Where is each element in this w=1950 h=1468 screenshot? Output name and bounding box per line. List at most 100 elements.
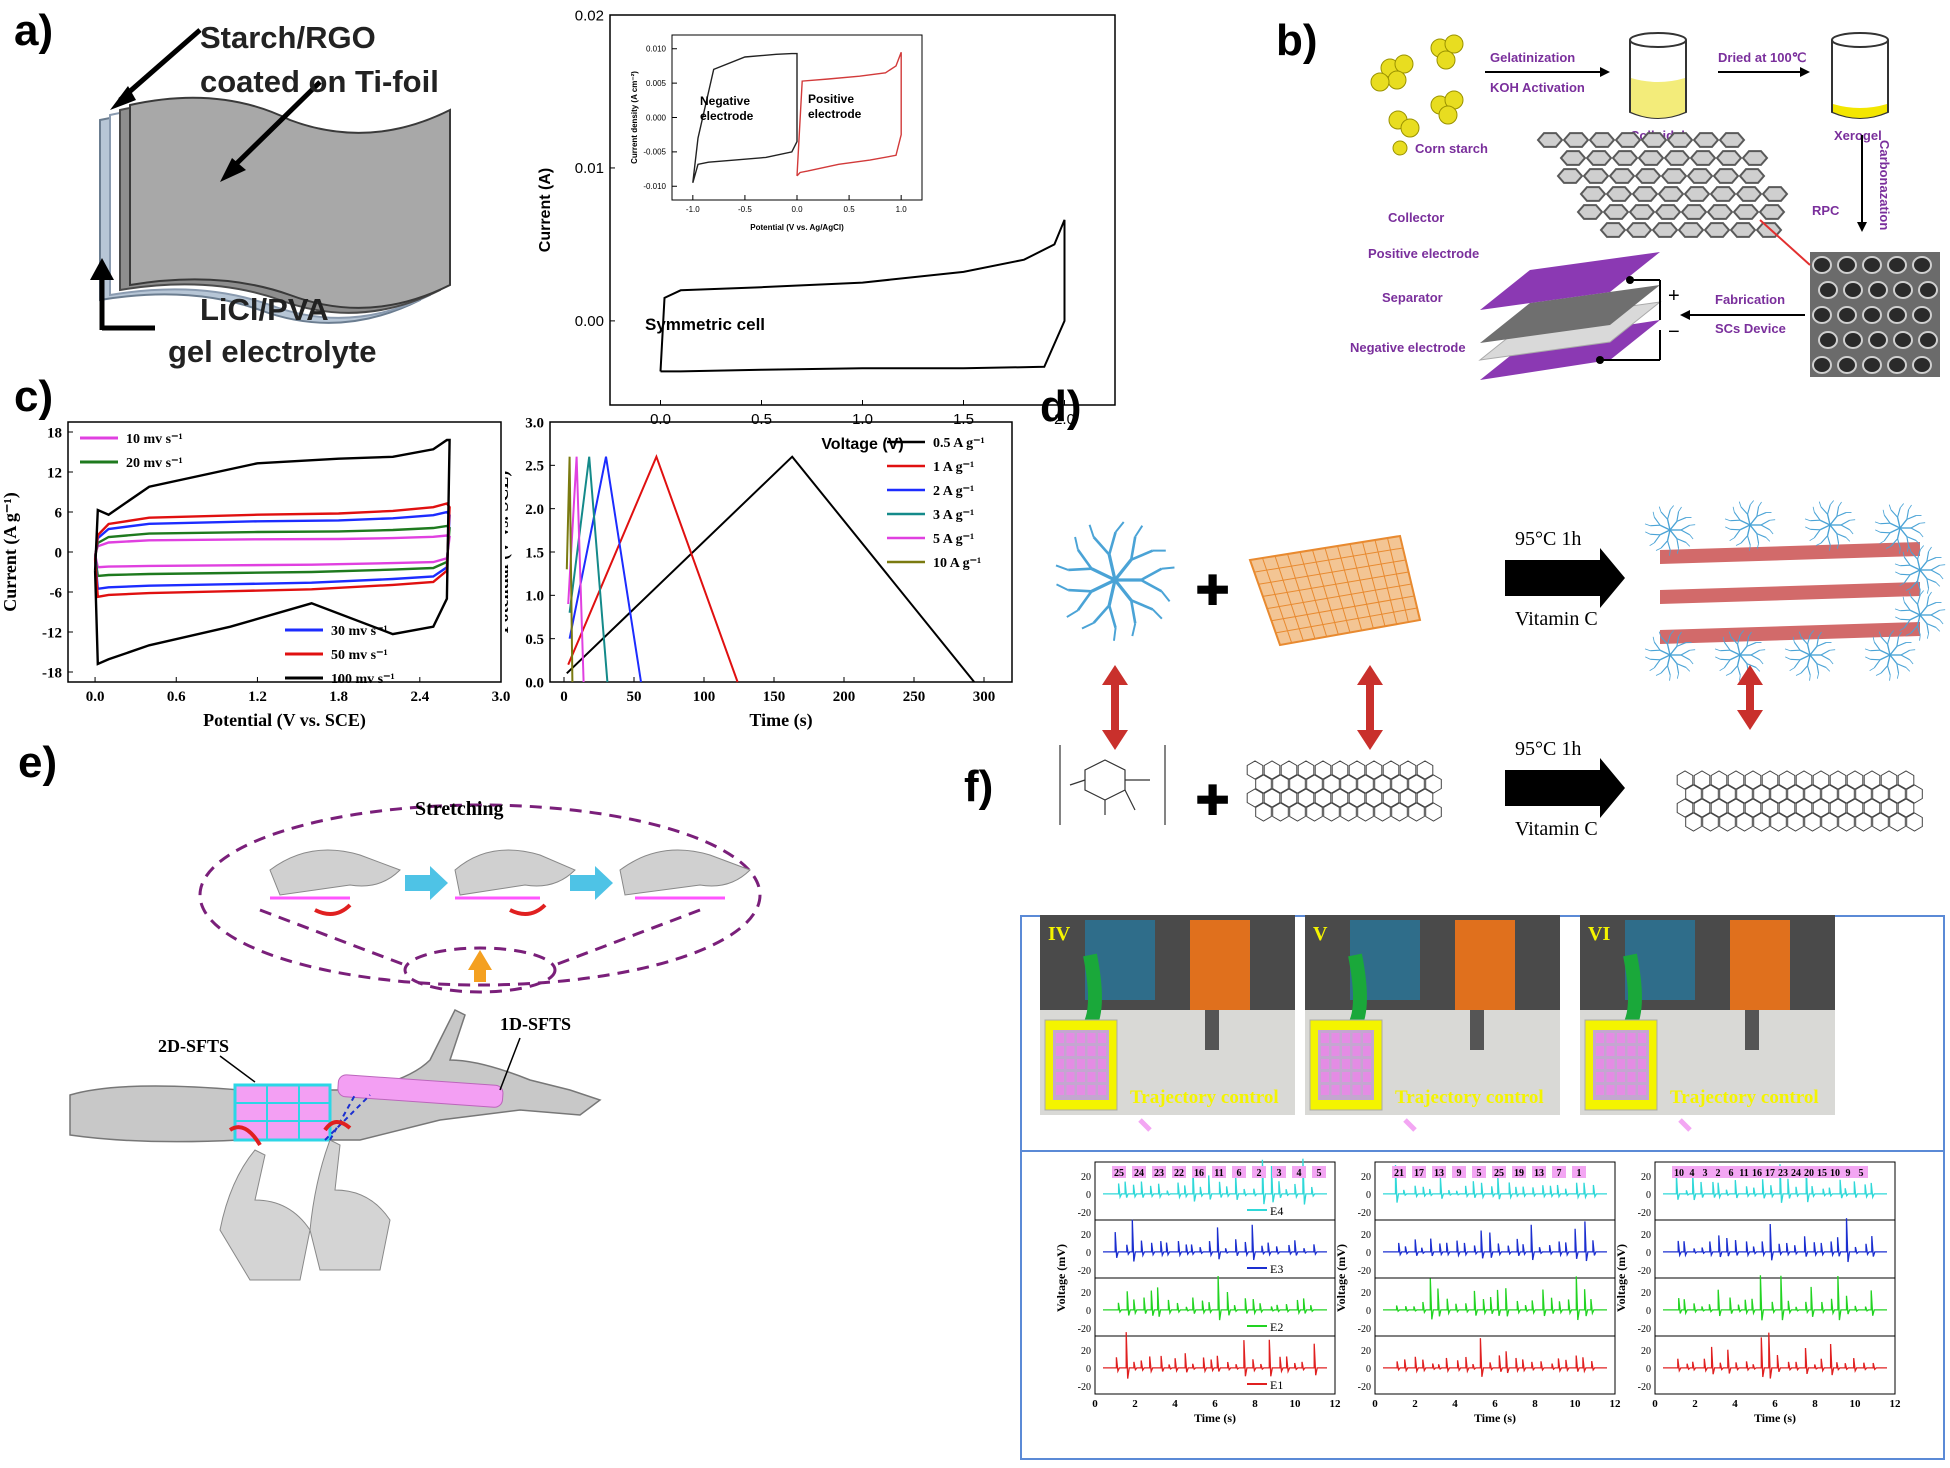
y-tick-label: 20	[1361, 1288, 1371, 1299]
peak-label: 20	[1804, 1168, 1814, 1179]
e-up-arrow	[468, 950, 492, 982]
y-tick-label: -20	[1078, 1382, 1091, 1393]
y-tick-label: 0	[55, 545, 63, 561]
hex-ring	[1812, 798, 1830, 818]
peak-label: 16	[1752, 1168, 1762, 1179]
y-tick-label: 0.005	[646, 79, 667, 88]
channel-signal	[1103, 1332, 1327, 1379]
x-tick-label: 1.0	[852, 411, 873, 428]
hex-ring	[1821, 784, 1838, 804]
y-tick-label: 0	[1086, 1248, 1091, 1259]
peak-label: 16	[1194, 1168, 1204, 1179]
peak-label-box	[1737, 1166, 1751, 1178]
sem-pore	[1837, 256, 1857, 274]
sensor-pad-inset	[1044, 1019, 1118, 1111]
panel-d-schematic: ✚ 95°C 1h Vitamin C ✚ 95°C 1h Vitamin C	[1055, 500, 1946, 840]
x-tick-label: 2	[1132, 1398, 1138, 1410]
sem-pore	[1812, 306, 1832, 324]
panel-c-gcd-chart: 0 50 100 150 200 250 300 0.0 0.5 1.0 1.5 2.0 2.5 3.0 T…	[505, 415, 1013, 731]
sem-pore	[1868, 281, 1888, 299]
y-tick-label: -20	[1638, 1208, 1651, 1219]
channel-frame	[1094, 1219, 1336, 1279]
honeycomb-cell	[1562, 132, 1590, 148]
x-tick-label: 100	[693, 689, 716, 705]
photo-caption: Trajectory control	[1130, 1087, 1279, 1108]
hex-ring	[1289, 774, 1306, 794]
peak-label: 5	[1859, 1168, 1864, 1179]
hex-ring	[1399, 760, 1417, 780]
sem-pore	[1843, 331, 1863, 349]
legend-label: 10 mv s⁻¹	[126, 432, 183, 447]
y-tick-label: -20	[1078, 1324, 1091, 1335]
sem-pore	[1912, 306, 1932, 324]
sem-pore	[1918, 281, 1938, 299]
hex-ring	[1761, 770, 1779, 790]
channel-signal	[1663, 1164, 1887, 1203]
peak-label-box	[1828, 1166, 1842, 1178]
channel-signal	[1383, 1164, 1607, 1203]
peak-label-box	[1763, 1166, 1777, 1178]
channel-frame	[1654, 1219, 1896, 1279]
hex-ring	[1314, 760, 1332, 780]
x-tick-label: 12	[1610, 1398, 1622, 1410]
x-tick-label: 10	[1290, 1398, 1302, 1410]
y-axis-label: Voltage (mV)	[1334, 1244, 1348, 1312]
hex-ring	[1272, 774, 1289, 794]
peak-label: 10	[1830, 1168, 1840, 1179]
x-tick-label: 10	[1570, 1398, 1582, 1410]
hex-ring	[1821, 812, 1838, 832]
channel-legend-label: E4	[1270, 1204, 1283, 1218]
starch-structure-icon	[1059, 745, 1166, 825]
honeycomb-cell	[1657, 186, 1685, 202]
hex-ring	[1872, 812, 1889, 832]
x-axis-label: Time (s)	[1474, 1411, 1516, 1425]
hex-ring	[1778, 798, 1796, 818]
hex-ring	[1727, 770, 1745, 790]
sem-pore	[1837, 356, 1857, 374]
y-tick-label: 0.00	[575, 313, 604, 330]
b-gelatinization: Gelatinization	[1490, 50, 1575, 65]
dendrimer	[1644, 630, 1696, 681]
y-tick-label: 20	[1361, 1172, 1371, 1183]
peak-label: 1	[1577, 1168, 1582, 1179]
hex-ring	[1374, 774, 1391, 794]
inset-neg-label-2: electrode	[700, 109, 754, 123]
peak-label-box	[1452, 1166, 1466, 1178]
b-negative: Negative electrode	[1350, 340, 1466, 355]
hand-stretch-2-icon	[454, 849, 576, 916]
honeycomb-cell	[1640, 132, 1668, 148]
hex-ring	[1280, 760, 1298, 780]
hex-ring	[1416, 760, 1434, 780]
b-xerogel: Xerogel	[1834, 128, 1882, 143]
peak-label: 11	[1739, 1168, 1748, 1179]
hex-ring	[1880, 798, 1898, 818]
x-tick-label: 1.8	[329, 689, 348, 705]
y-axis-label: Voltage (mV)	[1614, 1244, 1628, 1312]
y-axis-label: Current density (A cm⁻²)	[630, 71, 639, 164]
robot-tool	[1470, 1010, 1484, 1050]
sem-pore	[1887, 306, 1907, 324]
x-tick-label: -1.0	[686, 205, 700, 214]
a-label-coated: coated on Ti-foil	[200, 64, 439, 99]
peak-label-box	[1672, 1166, 1686, 1178]
panel-b-label: b)	[1276, 16, 1318, 65]
peak-label-box	[1492, 1166, 1506, 1178]
panel-f-label: f)	[964, 762, 994, 811]
honeycomb-cell	[1758, 204, 1786, 220]
peak-label-box	[1392, 1166, 1406, 1178]
y-tick-label: -20	[1638, 1382, 1651, 1393]
honeycomb-cell	[1582, 168, 1610, 184]
peak-label-box	[1132, 1166, 1146, 1178]
x-tick-label: 0.5	[751, 411, 772, 428]
robot-photo: V Trajectory control	[1305, 915, 1560, 1132]
hex-ring	[1685, 812, 1702, 832]
hex-ring	[1880, 770, 1898, 790]
red-double-arrow-3	[1737, 665, 1763, 730]
peak-label-box	[1685, 1166, 1699, 1178]
glove	[1083, 953, 1102, 1029]
peak-label: 6	[1237, 1168, 1242, 1179]
peak-label: 6	[1729, 1168, 1734, 1179]
hex-ring	[1306, 802, 1323, 822]
panel-d-label: d)	[1040, 382, 1082, 431]
robot-arm	[1190, 920, 1250, 1010]
